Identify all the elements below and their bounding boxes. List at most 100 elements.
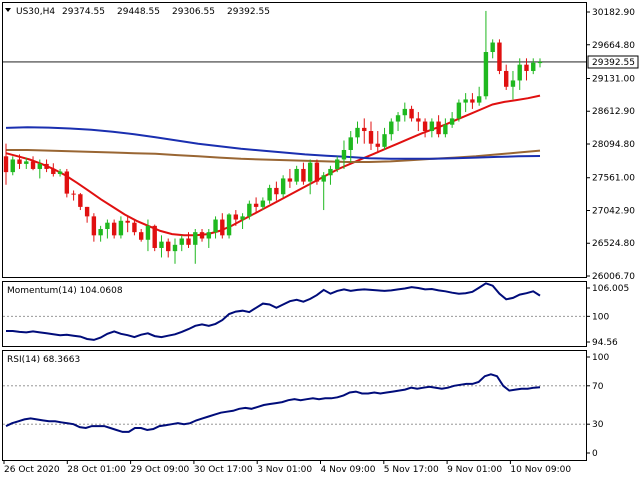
time-tick-label: 5 Nov 17:00 <box>384 465 439 475</box>
candle-body <box>44 163 49 169</box>
candle-body <box>145 225 151 240</box>
header-high: 29448.55 <box>117 7 160 17</box>
time-tick-label: 26 Oct 2020 <box>4 465 60 475</box>
momentum-tick-label: 100 <box>592 312 609 322</box>
candle-body <box>436 121 441 135</box>
candle-body <box>524 64 529 71</box>
candle-body <box>301 168 306 182</box>
candle-body <box>355 127 360 138</box>
candle-body <box>159 241 164 248</box>
candle-body <box>172 244 178 252</box>
candle-body <box>504 70 509 87</box>
rsi-tick-label: 100 <box>592 353 609 363</box>
candle-body <box>3 156 9 173</box>
candle-body <box>307 162 313 182</box>
candle-body <box>409 108 414 119</box>
rsi-line <box>5 373 541 433</box>
current-price-tag-bg <box>587 55 639 69</box>
candle-body <box>362 127 367 132</box>
candle-body <box>226 214 232 236</box>
candle-body <box>105 222 110 230</box>
candle-body <box>138 232 144 240</box>
momentum-plot <box>3 282 586 341</box>
candle-body <box>348 137 353 150</box>
price-tick-label: 28612.90 <box>592 107 635 117</box>
candle-body <box>10 159 15 173</box>
candle-body <box>37 163 42 169</box>
candle-body <box>449 118 455 125</box>
candle-body <box>497 42 502 71</box>
momentum-tick-label: 106.005 <box>592 284 629 294</box>
candle-body <box>179 238 184 245</box>
candle-body <box>91 216 97 236</box>
moving-average-line-3 <box>5 126 541 160</box>
candle-body <box>429 121 435 132</box>
price-panel-frame <box>2 2 587 278</box>
candle-body <box>280 178 286 195</box>
candle-body <box>111 222 117 236</box>
candle-body <box>186 238 191 245</box>
candle-body <box>98 229 103 236</box>
candle-body <box>233 214 239 220</box>
candle-body <box>206 232 211 239</box>
candle-body <box>314 162 320 182</box>
candle-body <box>382 134 387 147</box>
price-tick-label: 30182.90 <box>592 8 635 18</box>
price-tick-label: 27561.00 <box>592 174 635 184</box>
time-tick-label: 9 Nov 01:00 <box>447 465 502 475</box>
rsi-title: RSI(14) 68.3663 <box>7 355 80 365</box>
time-tick-label: 28 Oct 01:00 <box>67 465 126 475</box>
candle-body <box>30 161 36 169</box>
price-tick-label: 29664.80 <box>592 41 635 51</box>
time-tick-label: 10 Nov 09:00 <box>510 465 571 475</box>
candle-body <box>78 194 83 207</box>
candle-body <box>537 61 543 64</box>
momentum-panel-frame <box>2 281 587 347</box>
momentum-tick-label: 94.56 <box>592 338 618 348</box>
candle-body <box>152 225 157 248</box>
header-symbol: US30,H4 <box>16 7 55 17</box>
candle-body <box>51 168 56 175</box>
candle-body <box>118 220 124 236</box>
candle-body <box>267 187 272 201</box>
price-tick-label: 26524.80 <box>592 239 635 249</box>
rsi-tick-label: 30 <box>592 420 604 430</box>
candle-body <box>443 124 448 135</box>
candle-body <box>416 118 421 122</box>
candle-body <box>287 178 293 182</box>
header-low: 29306.55 <box>172 7 215 17</box>
rsi-tick-label: 70 <box>592 382 604 392</box>
candle-body <box>375 143 380 147</box>
price-tick-label: 26006.70 <box>592 272 635 282</box>
candle-body <box>260 200 266 207</box>
candle-body <box>456 102 462 119</box>
candle-body <box>199 232 205 239</box>
candle-body <box>64 171 70 194</box>
candle-body <box>470 99 475 103</box>
candle-body <box>253 203 259 207</box>
candle-body <box>389 121 394 135</box>
current-price-tag: 29392.55 <box>592 58 635 68</box>
candle-body <box>463 99 468 103</box>
candle-body <box>335 159 340 169</box>
candle-body <box>368 131 374 144</box>
time-tick-label: 3 Nov 01:00 <box>257 465 312 475</box>
candle-body <box>341 149 347 160</box>
collapse-triangle-icon[interactable] <box>5 8 11 12</box>
candle-body <box>395 115 401 122</box>
time-tick-label: 30 Oct 17:00 <box>194 465 253 475</box>
candle-body <box>125 220 130 223</box>
candle-body <box>294 168 299 182</box>
candle-body <box>531 62 536 71</box>
header-close: 29392.55 <box>227 7 270 17</box>
rsi-tick-label: 0 <box>592 449 598 459</box>
candle-body <box>24 161 29 164</box>
candle-body <box>220 219 225 236</box>
candle-body <box>274 187 279 195</box>
candle-body <box>328 168 333 176</box>
candle-body <box>402 108 408 116</box>
price-tick-label: 27042.90 <box>592 206 635 216</box>
candle-body <box>247 203 252 217</box>
time-tick-label: 29 Oct 09:00 <box>131 465 190 475</box>
